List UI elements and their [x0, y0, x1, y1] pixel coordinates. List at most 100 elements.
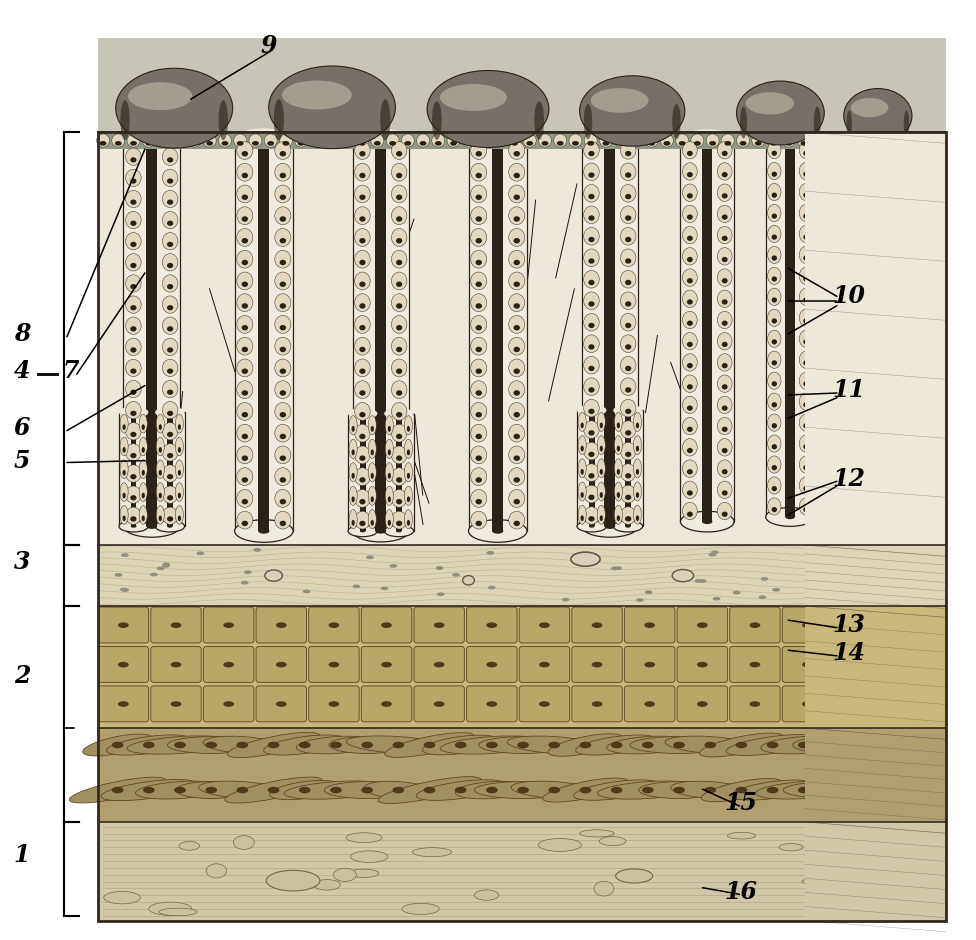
Ellipse shape — [767, 372, 781, 389]
Ellipse shape — [167, 389, 173, 395]
Ellipse shape — [549, 742, 560, 748]
Ellipse shape — [120, 588, 128, 591]
Ellipse shape — [697, 662, 708, 667]
FancyBboxPatch shape — [414, 607, 465, 643]
Ellipse shape — [126, 507, 142, 525]
Ellipse shape — [329, 701, 340, 707]
Ellipse shape — [772, 297, 777, 303]
Ellipse shape — [386, 439, 393, 459]
Ellipse shape — [722, 469, 728, 475]
Ellipse shape — [280, 368, 286, 374]
Ellipse shape — [549, 734, 623, 757]
Ellipse shape — [174, 742, 185, 748]
Ellipse shape — [359, 151, 366, 156]
Ellipse shape — [159, 447, 162, 453]
Bar — [680, 140, 734, 522]
Ellipse shape — [348, 870, 379, 878]
Ellipse shape — [635, 446, 639, 451]
Ellipse shape — [162, 423, 178, 440]
Ellipse shape — [799, 330, 813, 348]
FancyBboxPatch shape — [519, 607, 570, 643]
Ellipse shape — [682, 163, 697, 180]
Ellipse shape — [891, 565, 899, 569]
Ellipse shape — [597, 459, 605, 478]
Ellipse shape — [766, 508, 815, 526]
FancyBboxPatch shape — [519, 686, 570, 722]
Ellipse shape — [120, 506, 128, 525]
Ellipse shape — [140, 506, 147, 525]
Ellipse shape — [513, 238, 520, 243]
Ellipse shape — [140, 460, 147, 478]
Ellipse shape — [470, 490, 487, 508]
Ellipse shape — [275, 250, 291, 268]
Ellipse shape — [767, 787, 779, 793]
Ellipse shape — [599, 493, 603, 498]
Ellipse shape — [590, 88, 649, 113]
Ellipse shape — [391, 490, 407, 508]
FancyBboxPatch shape — [99, 686, 148, 722]
Bar — [786, 140, 794, 517]
Ellipse shape — [359, 347, 366, 352]
Ellipse shape — [633, 505, 641, 525]
Ellipse shape — [589, 366, 594, 371]
Ellipse shape — [803, 339, 809, 345]
Ellipse shape — [772, 465, 777, 470]
Ellipse shape — [354, 359, 370, 377]
Ellipse shape — [813, 134, 826, 148]
FancyBboxPatch shape — [783, 686, 833, 722]
Ellipse shape — [371, 449, 374, 455]
Ellipse shape — [589, 322, 594, 328]
Ellipse shape — [799, 352, 813, 368]
FancyBboxPatch shape — [203, 647, 254, 682]
Ellipse shape — [130, 389, 137, 395]
Ellipse shape — [687, 469, 693, 475]
Ellipse shape — [799, 372, 813, 389]
Ellipse shape — [717, 333, 732, 350]
Ellipse shape — [475, 456, 482, 461]
Ellipse shape — [724, 141, 731, 146]
Ellipse shape — [325, 134, 338, 148]
Ellipse shape — [162, 317, 178, 335]
FancyBboxPatch shape — [414, 686, 465, 722]
Ellipse shape — [120, 437, 128, 456]
Ellipse shape — [687, 342, 693, 347]
Ellipse shape — [280, 478, 286, 482]
Ellipse shape — [329, 737, 405, 754]
Ellipse shape — [633, 459, 641, 478]
Ellipse shape — [167, 199, 173, 205]
Ellipse shape — [803, 150, 809, 156]
Ellipse shape — [359, 195, 366, 200]
Ellipse shape — [799, 477, 813, 494]
Ellipse shape — [682, 333, 697, 350]
Ellipse shape — [803, 256, 809, 260]
Ellipse shape — [391, 468, 407, 486]
Ellipse shape — [580, 76, 685, 147]
Ellipse shape — [611, 742, 623, 748]
Text: 13: 13 — [833, 613, 865, 637]
Ellipse shape — [435, 141, 442, 146]
Bar — [99, 822, 946, 920]
Ellipse shape — [475, 412, 482, 417]
Ellipse shape — [772, 339, 777, 345]
Ellipse shape — [140, 483, 147, 501]
FancyBboxPatch shape — [887, 607, 938, 643]
Ellipse shape — [891, 742, 903, 748]
Ellipse shape — [227, 732, 320, 758]
Ellipse shape — [167, 474, 173, 479]
Ellipse shape — [699, 579, 707, 583]
Ellipse shape — [159, 424, 162, 430]
Ellipse shape — [130, 453, 137, 458]
Ellipse shape — [767, 414, 781, 431]
FancyBboxPatch shape — [308, 686, 359, 722]
Ellipse shape — [433, 662, 444, 667]
Ellipse shape — [740, 141, 747, 146]
Ellipse shape — [508, 446, 525, 463]
Ellipse shape — [687, 321, 693, 326]
Ellipse shape — [463, 134, 475, 148]
Ellipse shape — [351, 449, 354, 455]
Ellipse shape — [625, 322, 631, 328]
FancyBboxPatch shape — [887, 647, 938, 682]
Ellipse shape — [349, 486, 357, 506]
Ellipse shape — [143, 787, 154, 793]
Ellipse shape — [280, 259, 286, 265]
